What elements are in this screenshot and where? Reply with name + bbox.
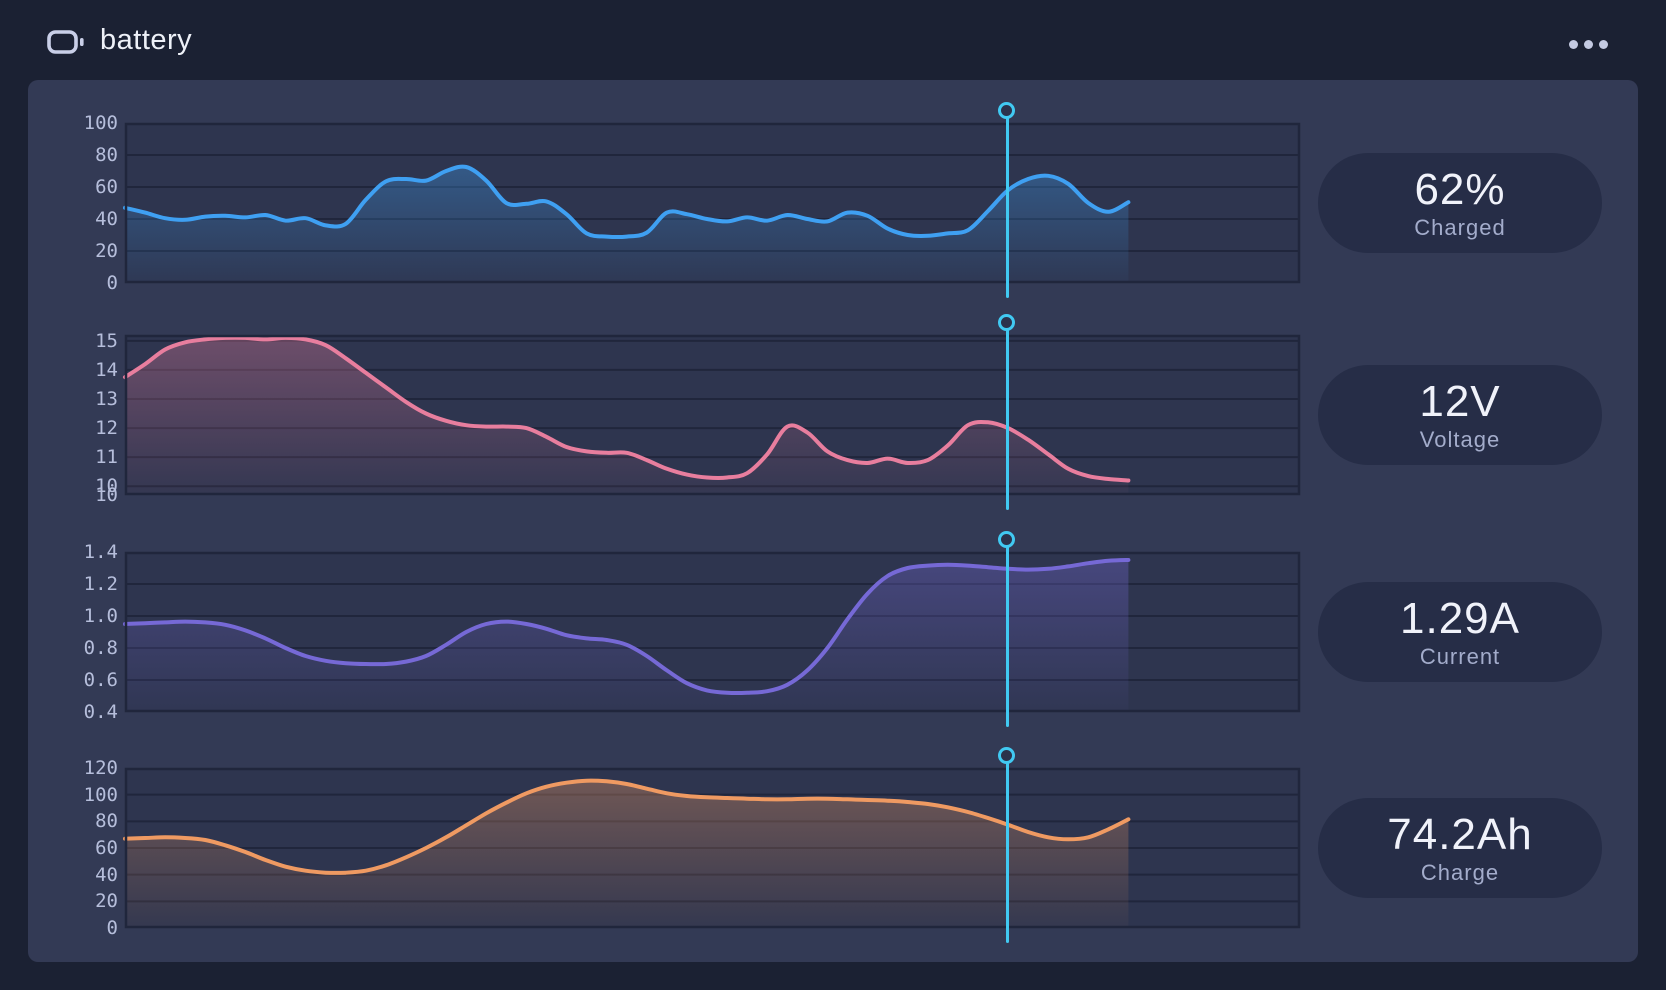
y-tick-label: 10	[95, 484, 118, 506]
stat-label: Voltage	[1419, 426, 1501, 452]
page-title: battery	[100, 24, 193, 56]
y-tick-label: 1.2	[83, 573, 118, 595]
y-tick-label: 100	[83, 783, 118, 806]
plot-area-charge[interactable]	[123, 767, 1301, 929]
y-tick-label: 15	[95, 329, 118, 352]
y-tick-label: 0.8	[83, 637, 118, 659]
y-tick-label: 20	[95, 240, 118, 262]
stat-badge-charged: 62% Charged	[1318, 153, 1602, 253]
y-tick-label: 60	[95, 837, 118, 859]
title-bar: battery	[0, 0, 1666, 80]
y-tick-label: 11	[95, 446, 118, 469]
y-tick-label: 13	[95, 388, 118, 410]
y-tick-label: 40	[95, 863, 118, 886]
y-tick-label: 60	[95, 176, 118, 198]
y-tick-label: 40	[95, 208, 118, 230]
y-tick-label: 80	[95, 810, 118, 833]
y-tick-label: 0.6	[83, 669, 118, 691]
stat-badge-current: 1.29A Current	[1318, 582, 1602, 682]
plot-area-current[interactable]	[123, 551, 1301, 713]
stat-value: 1.29A	[1400, 593, 1520, 643]
stat-label: Charged	[1414, 214, 1506, 240]
y-tick-label: 0.4	[83, 701, 118, 723]
y-tick-label: 100	[83, 112, 118, 134]
plot-area-voltage[interactable]	[123, 334, 1301, 496]
y-tick-label: 120	[83, 757, 118, 779]
cursor-handle[interactable]	[998, 102, 1015, 119]
stat-value: 62%	[1414, 164, 1506, 214]
cursor-handle[interactable]	[998, 747, 1015, 764]
y-tick-label: 12	[95, 417, 118, 440]
y-tick-label: 20	[95, 890, 118, 913]
y-tick-label: 1.0	[83, 605, 118, 627]
y-tick-label: 0	[106, 917, 118, 939]
y-tick-label: 14	[95, 358, 118, 381]
cursor-line[interactable]	[1005, 323, 1009, 510]
plot-area-charged[interactable]	[123, 122, 1301, 284]
y-tick-label: 0	[106, 272, 118, 294]
stat-badge-charge: 74.2Ah Charge	[1318, 798, 1602, 898]
battery-icon	[47, 30, 84, 54]
stat-badge-voltage: 12V Voltage	[1318, 365, 1602, 465]
cursor-line[interactable]	[1005, 540, 1009, 727]
stat-value: 12V	[1419, 376, 1501, 426]
cursor-handle[interactable]	[998, 531, 1015, 548]
stat-label: Charge	[1420, 859, 1500, 885]
stat-label: Current	[1419, 643, 1501, 669]
cursor-line[interactable]	[1005, 111, 1009, 298]
y-tick-label: 80	[95, 144, 118, 166]
cursor-line[interactable]	[1005, 756, 1009, 943]
y-tick-label: 1.4	[83, 541, 118, 563]
ellipsis-menu-icon[interactable]	[1565, 32, 1612, 56]
stat-value: 74.2Ah	[1387, 809, 1533, 859]
y-tick-label: 10	[95, 475, 118, 498]
cursor-handle[interactable]	[998, 314, 1015, 331]
